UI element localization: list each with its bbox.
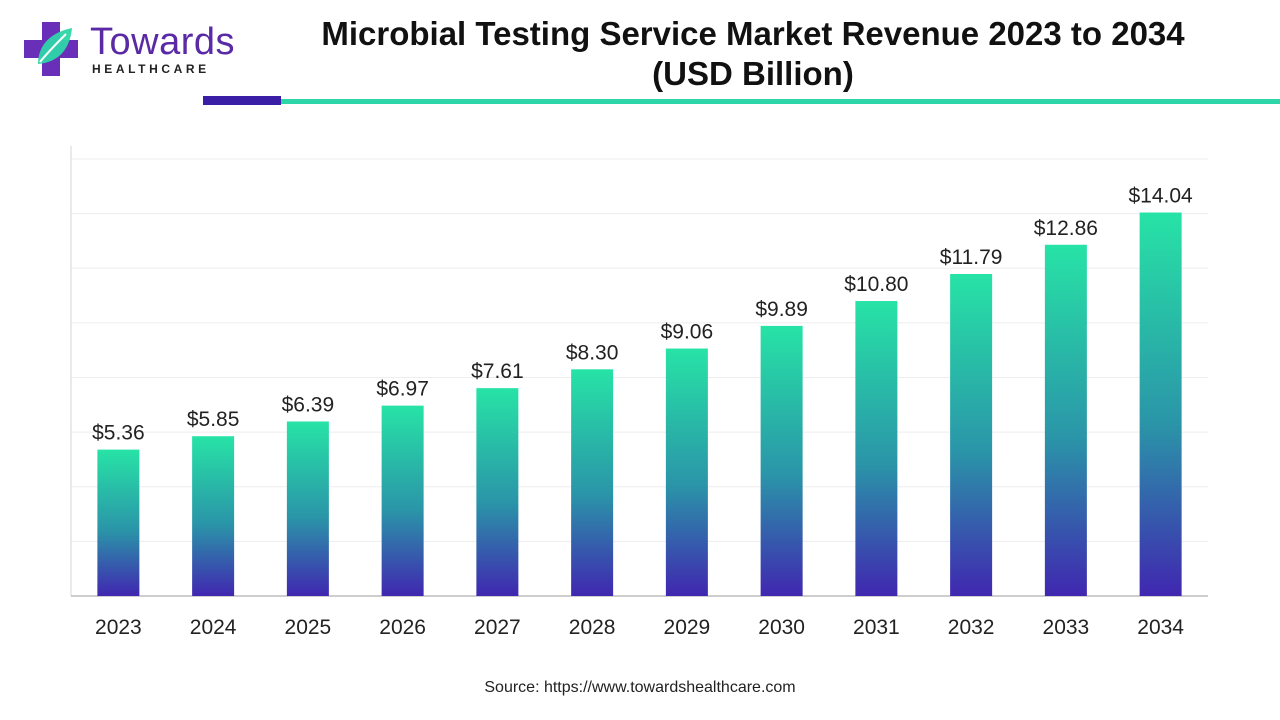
x-tick-label: 2031 — [853, 616, 900, 639]
x-tick-label: 2024 — [190, 616, 237, 639]
bar-value-label: $7.61 — [471, 360, 524, 383]
bar-2034 — [1139, 212, 1182, 596]
title-rule-accent — [203, 96, 281, 105]
logo-cross-icon — [24, 22, 78, 76]
bar-chart: $5.36 $5.85 $6.39 $6.97 $7.61 $8.30 $9.06 $9.89… — [70, 146, 1208, 639]
bar-value-label: $6.97 — [376, 378, 429, 401]
bar-2030 — [760, 325, 803, 596]
x-tick-label: 2032 — [948, 616, 995, 639]
logo-subtitle: HEALTHCARE — [92, 62, 210, 76]
bar-value-label: $9.06 — [661, 321, 714, 344]
source-note: Source: https://www.towardshealthcare.co… — [484, 679, 796, 696]
x-tick-labels: 2023 2024 2025 2026 2027 2028 2029 2030 2031 2032… — [95, 616, 1184, 639]
bars — [97, 212, 1182, 596]
bar-2029 — [665, 348, 708, 596]
bar-value-label: $11.79 — [940, 246, 1003, 269]
x-tick-label: 2033 — [1043, 616, 1090, 639]
x-tick-label: 2025 — [285, 616, 332, 639]
bar-value-label: $6.39 — [282, 393, 335, 416]
bar-value-label: $10.80 — [844, 273, 908, 296]
bar-2026 — [381, 405, 424, 596]
bar-value-label: $12.86 — [1034, 217, 1098, 240]
gridlines — [71, 158, 1208, 542]
bar-value-label: $9.89 — [755, 298, 808, 321]
chart-title-line-2: (USD Billion) — [652, 55, 854, 92]
chart-title: Microbial Testing Service Market Revenue… — [280, 14, 1226, 94]
x-tick-label: 2023 — [95, 616, 142, 639]
x-tick-label: 2026 — [379, 616, 426, 639]
bar-2028 — [571, 369, 614, 596]
bar-2032 — [950, 273, 993, 596]
bar-value-label: $5.36 — [92, 422, 145, 445]
logo-wordmark: Towards — [90, 21, 235, 63]
bar-value-label: $8.30 — [566, 341, 619, 364]
bar-value-labels: $5.36 $5.85 $6.39 $6.97 $7.61 $8.30 $9.06 $9.89… — [92, 185, 1193, 445]
logo: Towards HEALTHCARE — [20, 18, 250, 82]
chart-title-line-1: Microbial Testing Service Market Revenue… — [321, 15, 1185, 52]
bar-2023 — [97, 449, 140, 596]
bar-2024 — [192, 436, 235, 596]
bar-2027 — [476, 388, 519, 596]
x-tick-label: 2030 — [758, 616, 805, 639]
bar-2033 — [1044, 244, 1087, 596]
title-rule — [281, 99, 1280, 104]
x-tick-label: 2029 — [664, 616, 711, 639]
bar-2025 — [286, 421, 329, 596]
bar-value-label: $5.85 — [187, 408, 240, 431]
x-tick-label: 2027 — [474, 616, 521, 639]
bar-2031 — [855, 301, 898, 596]
x-tick-label: 2034 — [1137, 616, 1184, 639]
bar-value-label: $14.04 — [1129, 185, 1194, 208]
x-tick-label: 2028 — [569, 616, 616, 639]
